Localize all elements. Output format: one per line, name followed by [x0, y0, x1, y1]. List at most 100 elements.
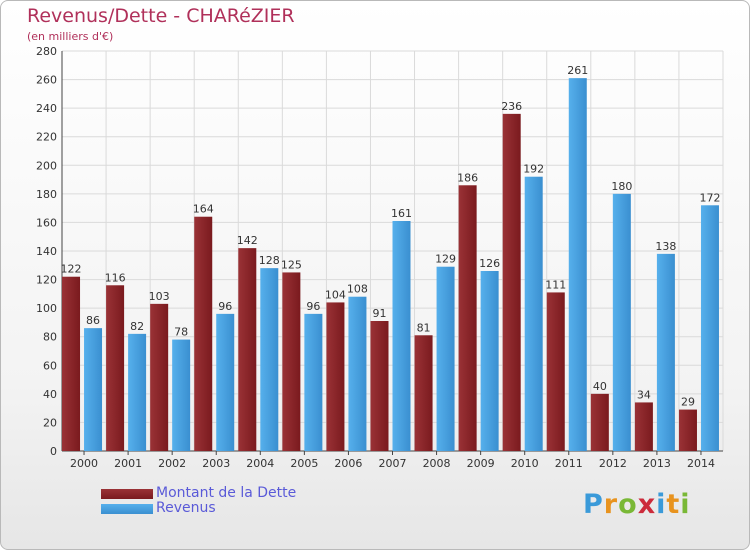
logo-letter: i [680, 489, 691, 520]
bar-revenue [348, 296, 367, 451]
data-label-revenue: 82 [130, 320, 144, 333]
logo-letter: P [583, 489, 604, 520]
x-tick-label: 2012 [599, 457, 627, 470]
bar-debt [326, 302, 345, 451]
chart-subtitle: (en milliers d'€) [27, 30, 114, 43]
x-tick-label: 2002 [158, 457, 186, 470]
data-label-debt: 142 [237, 234, 258, 247]
bar-revenue [612, 193, 631, 451]
data-label-debt: 111 [545, 278, 566, 291]
logo-letter: x [637, 489, 657, 520]
y-tick-label: 20 [43, 416, 57, 429]
bar-revenue [524, 176, 543, 451]
data-label-revenue: 138 [655, 240, 676, 253]
x-tick-label: 2000 [70, 457, 98, 470]
data-label-revenue: 192 [523, 163, 544, 176]
logo-letter: r [603, 489, 619, 520]
x-tick-label: 2004 [246, 457, 274, 470]
data-label-revenue: 96 [218, 300, 232, 313]
data-label-debt: 236 [501, 100, 522, 113]
x-tick-label: 2008 [423, 457, 451, 470]
legend-swatch-revenue [101, 504, 153, 514]
data-label-revenue: 108 [347, 283, 368, 296]
bar-debt [458, 185, 477, 452]
bar-revenue [392, 221, 411, 451]
bar-debt [106, 285, 125, 451]
data-label-debt: 34 [637, 388, 651, 401]
data-label-debt: 122 [61, 263, 82, 276]
x-tick-label: 2007 [379, 457, 407, 470]
data-label-debt: 116 [105, 271, 126, 284]
x-tick-label: 2003 [202, 457, 230, 470]
bar-debt [414, 335, 433, 451]
x-tick-label: 2006 [334, 457, 362, 470]
y-tick-label: 140 [36, 245, 57, 258]
data-label-revenue: 86 [86, 314, 100, 327]
chart-title: Revenus/Dette - CHARéZIER [27, 5, 295, 27]
bar-revenue [480, 271, 499, 451]
proxiti-logo: Proxiti [583, 489, 691, 520]
data-label-debt: 81 [417, 321, 431, 334]
data-label-debt: 29 [681, 396, 695, 409]
bar-revenue [84, 328, 103, 451]
data-label-revenue: 172 [699, 191, 720, 204]
data-label-debt: 103 [149, 290, 170, 303]
y-tick-label: 200 [36, 159, 57, 172]
y-tick-label: 40 [43, 388, 57, 401]
bar-debt [282, 272, 301, 451]
x-tick-label: 2009 [467, 457, 495, 470]
y-tick-label: 60 [43, 359, 57, 372]
y-tick-label: 180 [36, 188, 57, 201]
y-tick-label: 220 [36, 131, 57, 144]
bar-revenue [260, 268, 279, 451]
bar-debt [678, 409, 697, 451]
data-label-debt: 164 [193, 203, 214, 216]
data-label-revenue: 96 [306, 300, 320, 313]
bar-revenue [128, 333, 147, 451]
bar-revenue [304, 313, 323, 451]
x-tick-label: 2010 [511, 457, 539, 470]
data-label-revenue: 261 [567, 64, 588, 77]
bar-debt [546, 292, 565, 451]
y-tick-label: 280 [36, 45, 57, 58]
logo-letter: t [666, 489, 681, 520]
data-label-revenue: 128 [259, 254, 280, 267]
data-label-debt: 40 [593, 380, 607, 393]
bar-debt [150, 303, 169, 451]
data-label-debt: 91 [373, 307, 387, 320]
data-label-revenue: 126 [479, 257, 500, 270]
bar-debt [238, 248, 257, 451]
bar-debt [194, 216, 213, 451]
bar-revenue [568, 78, 587, 452]
legend-label-debt: Montant de la Dette [156, 485, 297, 501]
bar-debt [634, 402, 653, 451]
data-label-revenue: 180 [611, 180, 632, 193]
data-label-revenue: 161 [391, 207, 412, 220]
bar-debt [370, 321, 389, 451]
x-tick-label: 2001 [114, 457, 142, 470]
logo-letter: i [656, 489, 667, 520]
bar-revenue [656, 253, 675, 451]
y-tick-label: 260 [36, 74, 57, 87]
bar-revenue [216, 313, 235, 451]
x-tick-label: 2013 [643, 457, 671, 470]
data-label-revenue: 129 [435, 253, 456, 266]
y-tick-label: 240 [36, 102, 57, 115]
bar-debt [62, 276, 81, 451]
y-tick-label: 80 [43, 331, 57, 344]
y-tick-label: 100 [36, 302, 57, 315]
legend-label-revenue: Revenus [156, 500, 216, 516]
y-tick-label: 0 [50, 445, 57, 458]
x-tick-label: 2011 [555, 457, 583, 470]
x-tick-label: 2014 [687, 457, 715, 470]
data-label-debt: 125 [281, 258, 302, 271]
logo-letter: o [618, 489, 638, 520]
bar-debt [502, 113, 521, 451]
data-label-debt: 186 [457, 171, 478, 184]
data-label-revenue: 78 [174, 326, 188, 339]
bar-revenue [700, 205, 719, 451]
bar-revenue [172, 339, 191, 451]
y-tick-label: 160 [36, 216, 57, 229]
